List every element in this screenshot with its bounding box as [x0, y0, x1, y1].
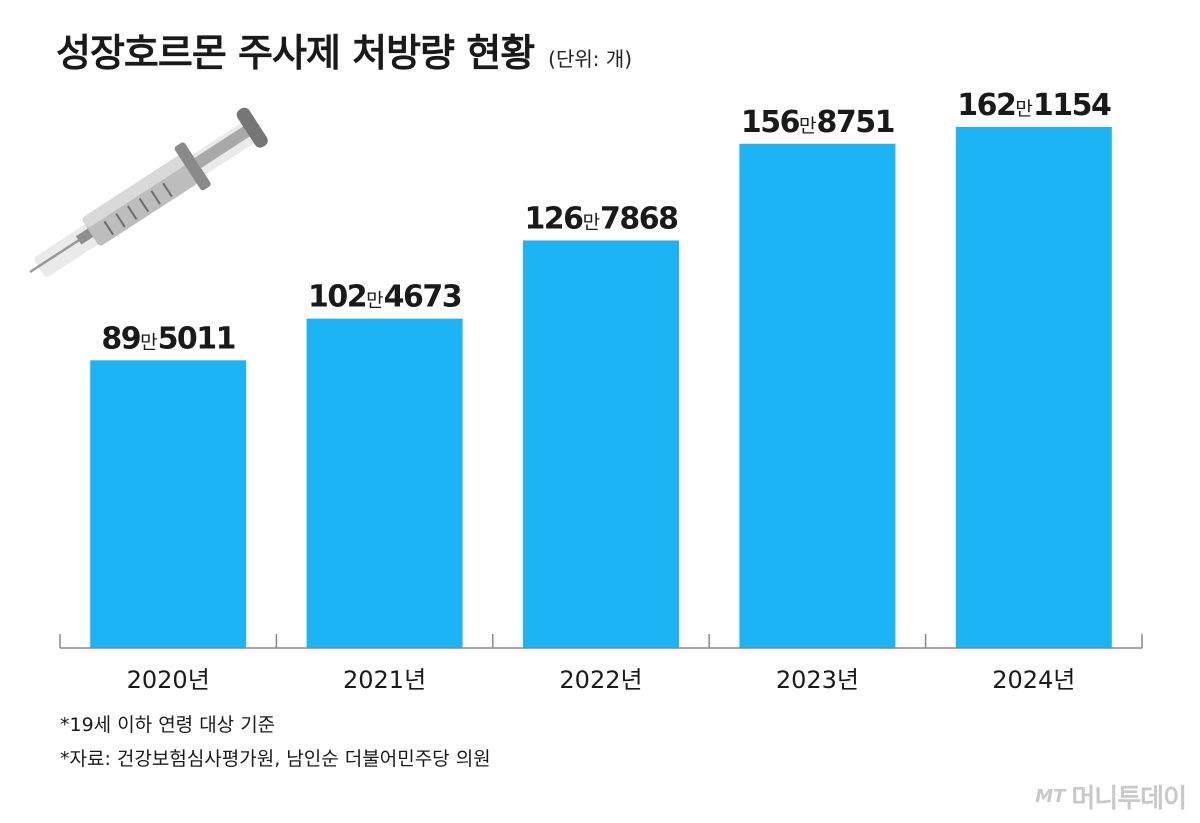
data-label-man: 156 — [741, 105, 800, 140]
data-label-unit: 만 — [140, 331, 157, 353]
brand-name: 머니투데이 — [1071, 784, 1187, 814]
brand-logo: MT 머니투데이 — [1035, 778, 1187, 815]
data-label-rest: 7868 — [600, 201, 678, 236]
bar — [306, 318, 463, 648]
x-tick-label: 2020년 — [127, 666, 210, 694]
data-label: 156만8751 — [741, 105, 894, 140]
labels-layer: 89만50112020년102만46732021년126만78682022년15… — [101, 88, 1112, 694]
bar — [90, 360, 247, 648]
data-label-unit: 만 — [583, 211, 600, 233]
data-label-man: 89 — [101, 321, 140, 356]
unit-label: (단위: 개) — [548, 47, 633, 71]
bar — [955, 126, 1112, 648]
bar — [739, 143, 896, 648]
data-label-rest: 5011 — [158, 321, 236, 356]
data-label: 162만1154 — [957, 88, 1111, 123]
data-label: 102만4673 — [308, 280, 461, 315]
data-label-man: 162 — [957, 88, 1015, 123]
data-label-unit: 만 — [799, 115, 816, 137]
x-axis — [59, 634, 1143, 649]
brand-mark: MT — [1035, 786, 1066, 807]
footnote-age-criteria: *19세 이하 연령 대상 기준 — [60, 714, 276, 736]
title-row: 성장호르몬 주사제 처방량 현황 (단위: 개) — [56, 22, 632, 77]
footnote-source: *자료: 건강보험심사평가원, 남인순 더불어민주당 의원 — [60, 748, 491, 770]
data-label-rest: 4673 — [384, 280, 462, 315]
x-tick-label: 2024년 — [992, 666, 1075, 694]
syringe-icon — [29, 107, 268, 277]
data-label-man: 126 — [524, 201, 583, 236]
x-tick-label: 2021년 — [343, 666, 426, 694]
data-label: 126만7868 — [524, 201, 678, 236]
bars-layer — [90, 126, 1112, 648]
x-tick-label: 2023년 — [776, 666, 859, 694]
footnotes: *19세 이하 연령 대상 기준 *자료: 건강보험심사평가원, 남인순 더불어… — [60, 708, 491, 776]
x-tick-label: 2022년 — [559, 666, 642, 694]
data-label: 89만5011 — [101, 321, 235, 356]
bar — [523, 240, 679, 648]
data-label-unit: 만 — [366, 290, 383, 312]
chart-title: 성장호르몬 주사제 처방량 현황 — [56, 31, 535, 75]
data-label-rest: 8751 — [816, 105, 894, 140]
data-label-rest: 1154 — [1033, 88, 1111, 123]
data-label-man: 102 — [308, 280, 366, 315]
data-label-unit: 만 — [1015, 98, 1032, 120]
